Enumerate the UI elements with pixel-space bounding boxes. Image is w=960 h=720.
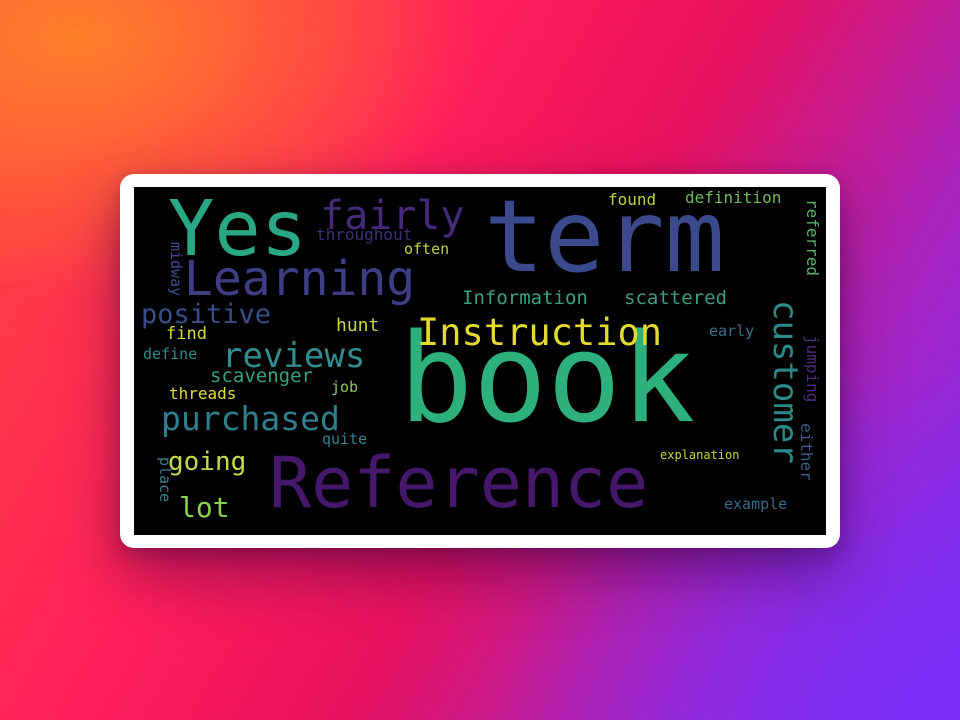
word-find: find <box>166 324 207 344</box>
word-midway: midway <box>167 242 185 297</box>
word-place: place <box>156 457 174 503</box>
word-either: either <box>797 423 816 481</box>
word-throughout: throughout <box>316 225 413 244</box>
word-explanation: explanation <box>660 448 740 462</box>
word-often: often <box>404 240 450 258</box>
word-yes: Yes <box>168 187 308 274</box>
word-example: example <box>724 495 788 513</box>
word-define: define <box>143 345 198 363</box>
word-information: Information <box>462 287 588 309</box>
word-threads: threads <box>169 384 237 403</box>
word-reviews: reviews <box>222 336 366 376</box>
word-scattered: scattered <box>624 287 727 309</box>
word-definition: definition <box>685 188 782 207</box>
word-instruction: Instruction <box>417 311 663 354</box>
word-found: found <box>608 190 657 209</box>
word-jumping: jumping <box>803 335 822 403</box>
word-scavenger: scavenger <box>210 365 313 387</box>
word-positive: positive <box>141 299 272 330</box>
word-lot: lot <box>179 491 230 524</box>
word-referred: referred <box>803 199 822 277</box>
image-card: book term Reference Yes Learning fairly … <box>120 174 840 548</box>
word-reference: Reference <box>269 442 649 524</box>
word-fairly: fairly <box>320 193 465 239</box>
word-early: early <box>709 322 755 340</box>
word-going: going <box>168 447 247 477</box>
word-learning: Learning <box>184 251 416 307</box>
word-job: job <box>331 378 359 396</box>
word-hunt: hunt <box>336 315 380 336</box>
word-purchased: purchased <box>161 399 340 438</box>
word-cloud: book term Reference Yes Learning fairly … <box>134 187 826 535</box>
word-book: book <box>399 308 696 451</box>
word-quite: quite <box>322 430 368 448</box>
word-term: term <box>484 187 725 295</box>
